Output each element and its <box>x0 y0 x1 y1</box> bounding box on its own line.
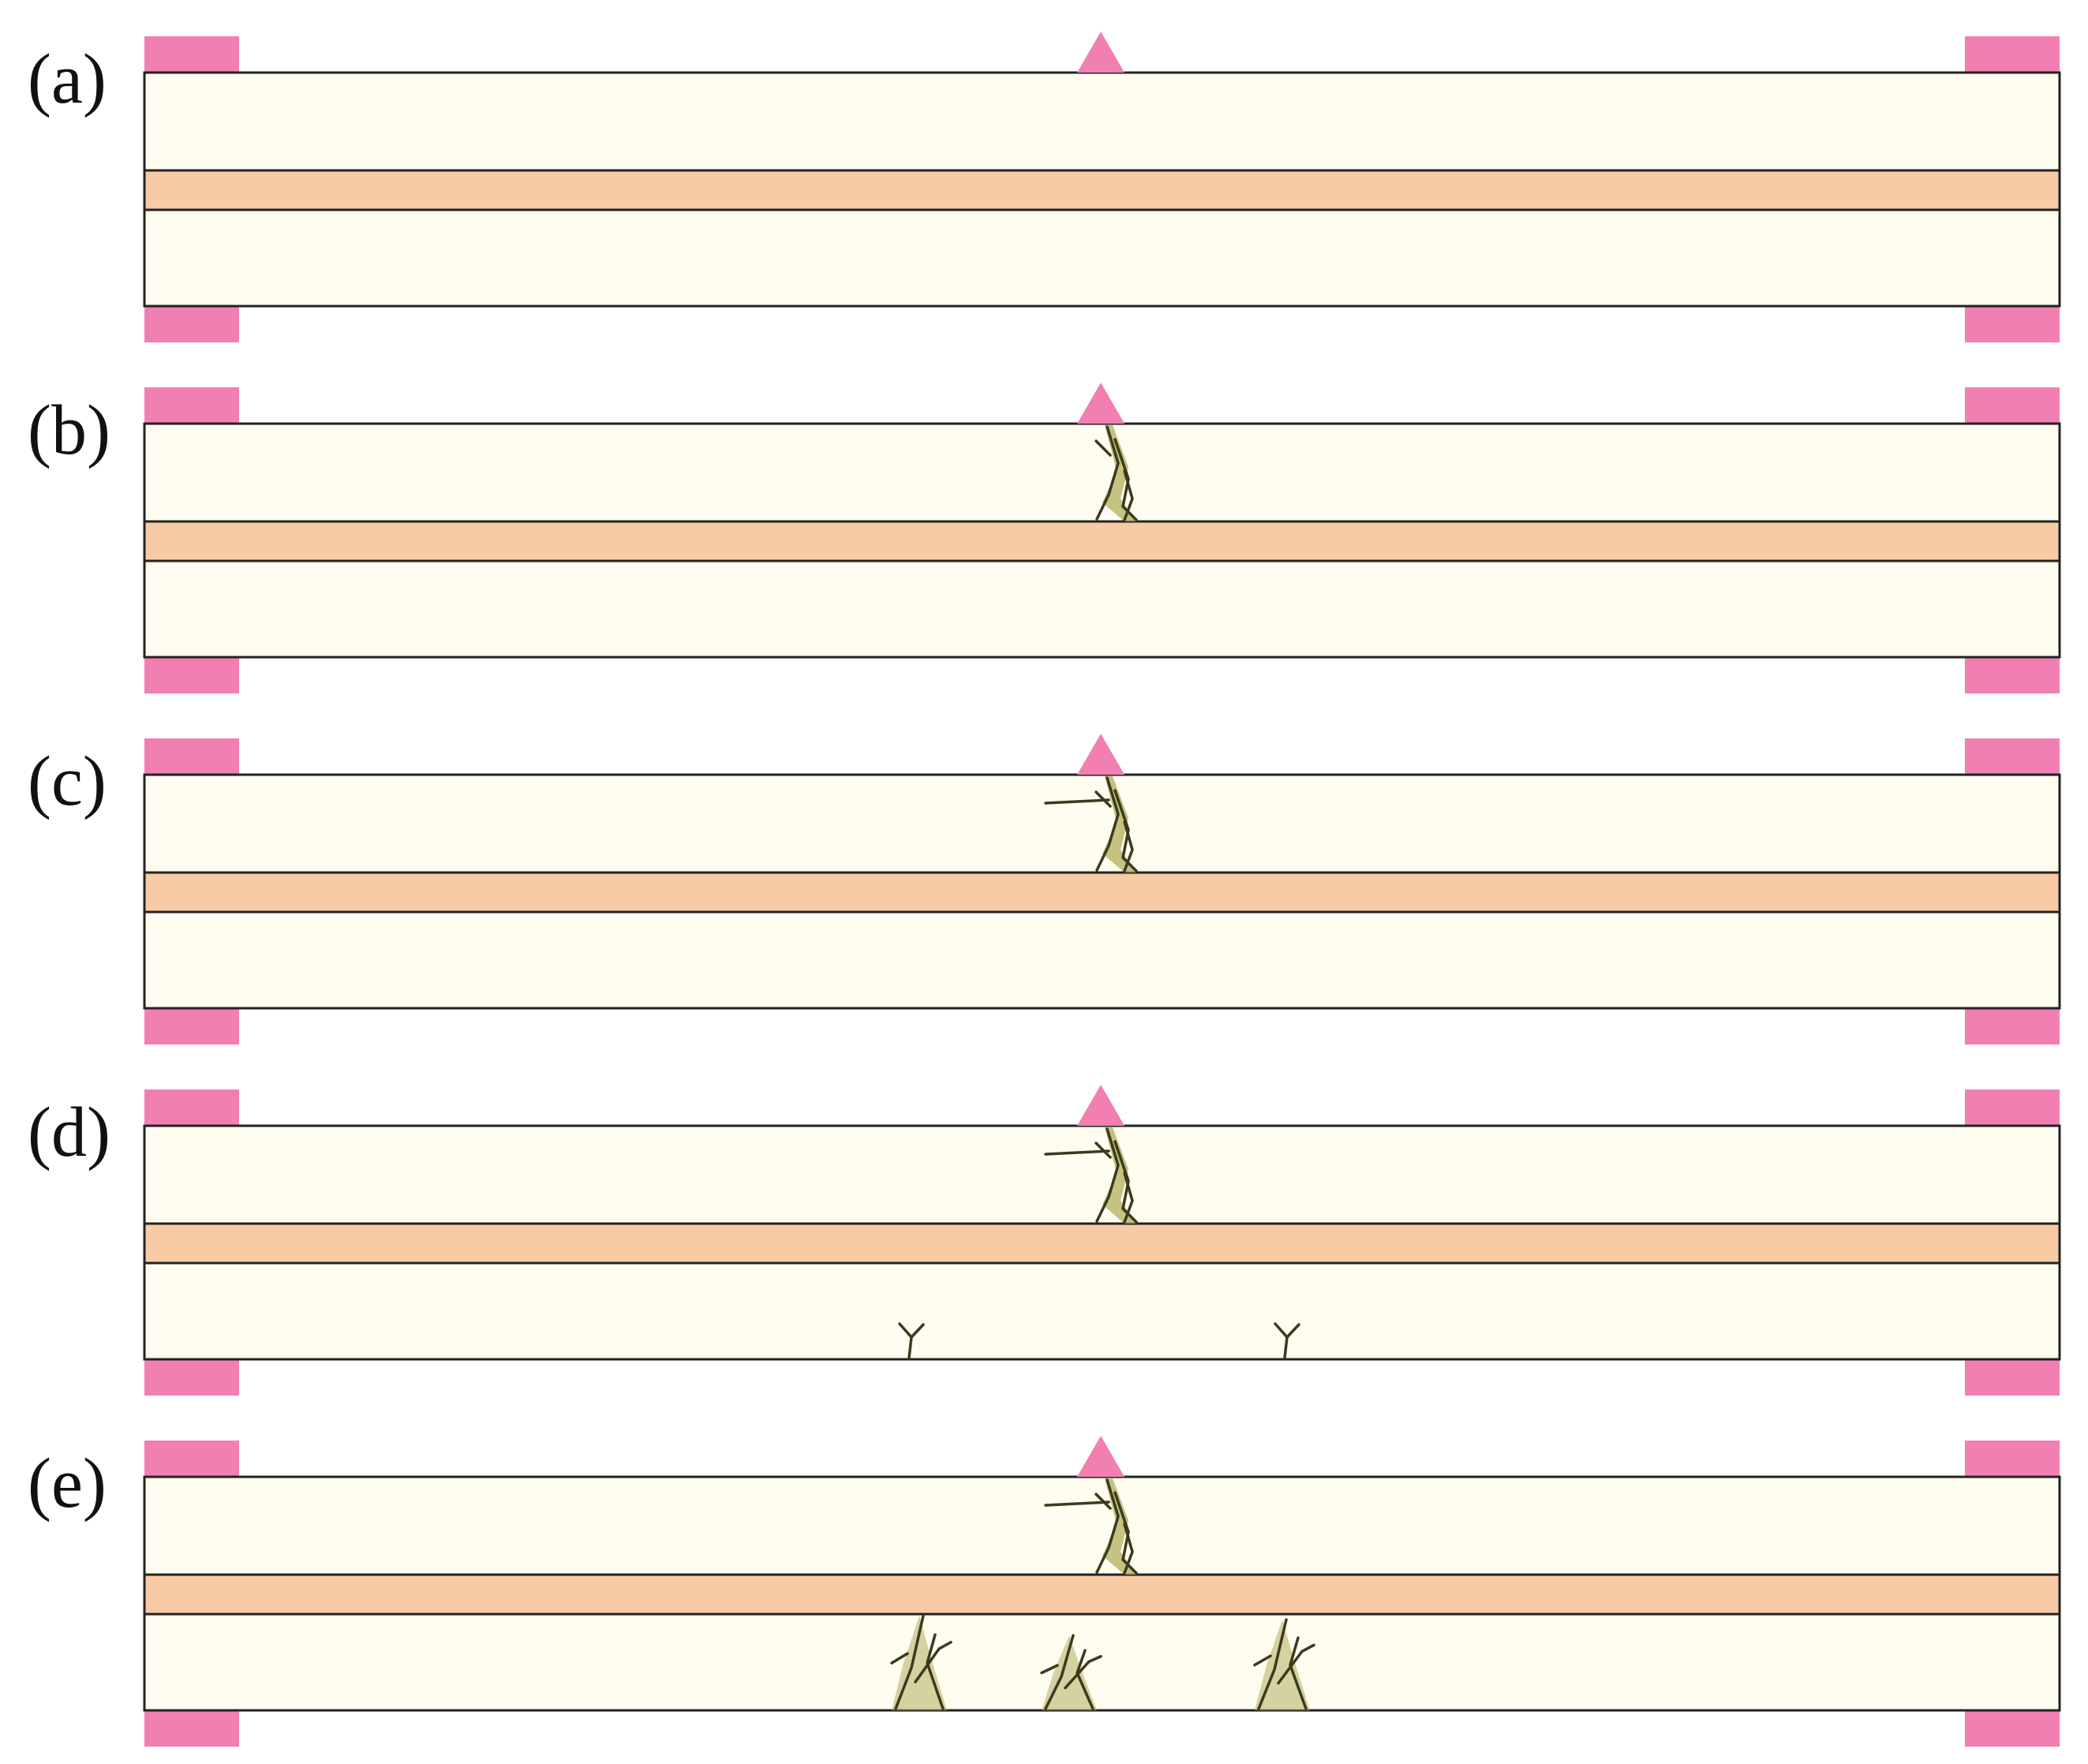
panel-label: (c) <box>28 742 107 820</box>
support-bottom-right <box>1965 306 2060 342</box>
crack-line-bottom-3 <box>890 1652 909 1665</box>
support-top-left <box>144 738 239 775</box>
crack-bottom-small-branch <box>910 1323 925 1339</box>
support-top-right <box>1965 1089 2060 1126</box>
support-bottom-right <box>1965 1359 2060 1396</box>
panel-label: (a) <box>28 40 107 118</box>
support-bottom-right <box>1965 657 2060 693</box>
crack-line-top-3 <box>1123 820 1134 873</box>
crack-branch-top <box>1044 1149 1110 1156</box>
load-point-icon <box>1077 734 1124 775</box>
panel-label: (d) <box>28 1093 110 1172</box>
panel-a: (a) <box>28 32 2061 342</box>
core-layer <box>143 1222 2061 1265</box>
panel-d: (d) <box>28 1085 2061 1396</box>
crack-line-top-0 <box>1095 425 1120 521</box>
support-top-right <box>1965 1441 2060 1477</box>
support-top-right <box>1965 738 2060 775</box>
core-layer <box>143 169 2061 211</box>
crack-bottom-small-branch <box>1285 1323 1300 1339</box>
core-layer <box>143 520 2061 562</box>
support-top-left <box>144 1089 239 1126</box>
panel-label: (e) <box>28 1444 107 1523</box>
support-top-left <box>144 1441 239 1477</box>
crack-line-bottom-2 <box>1064 1654 1102 1690</box>
crack-zone-top <box>1102 776 1136 873</box>
crack-zone-top <box>1102 1478 1136 1575</box>
crack-line-top-1 <box>1113 438 1138 521</box>
crack-line-top-3 <box>1123 1172 1134 1224</box>
crack-line-top-1 <box>1113 789 1138 873</box>
crack-line-bottom-0 <box>1257 1618 1288 1710</box>
support-top-left <box>144 387 239 424</box>
support-top-right <box>1965 387 2060 424</box>
core-layer <box>143 871 2061 914</box>
crack-line-top-3 <box>1123 1523 1134 1575</box>
crack-branch-top <box>1044 798 1110 805</box>
crack-line-top-1 <box>1113 1140 1138 1224</box>
core-layer <box>143 1573 2061 1616</box>
crack-line-bottom-2 <box>1277 1643 1315 1685</box>
crack-zone-top <box>1102 1127 1136 1224</box>
crack-zone-top <box>1102 425 1136 521</box>
crack-line-top-2 <box>1095 439 1112 457</box>
load-point-icon <box>1077 1085 1124 1126</box>
panel-c: (c) <box>28 734 2061 1045</box>
crack-line-bottom-0 <box>894 1614 925 1710</box>
crack-line-top-0 <box>1095 776 1120 872</box>
crack-line-bottom-2 <box>914 1640 952 1684</box>
crack-line-top-0 <box>1095 1478 1120 1574</box>
support-bottom-left <box>144 1710 239 1747</box>
crack-line-top-0 <box>1095 1127 1120 1223</box>
crack-line-bottom-0 <box>1044 1634 1075 1710</box>
crack-branch-top <box>1044 1501 1110 1507</box>
crack-line-top-1 <box>1113 1491 1138 1575</box>
panel-label: (b) <box>28 391 110 469</box>
load-point-icon <box>1077 32 1124 73</box>
support-bottom-right <box>1965 1008 2060 1045</box>
crack-line-bottom-3 <box>1040 1664 1059 1675</box>
panel-e: (e) <box>28 1436 2061 1747</box>
support-bottom-left <box>144 306 239 342</box>
load-point-icon <box>1077 383 1124 424</box>
support-top-right <box>1965 36 2060 73</box>
support-bottom-left <box>144 1008 239 1045</box>
support-bottom-left <box>144 1359 239 1396</box>
crack-line-top-3 <box>1123 469 1134 521</box>
panel-b: (b) <box>28 383 2061 693</box>
load-point-icon <box>1077 1436 1124 1477</box>
support-bottom-left <box>144 657 239 693</box>
support-bottom-right <box>1965 1710 2060 1747</box>
support-top-left <box>144 36 239 73</box>
crack-line-bottom-3 <box>1253 1654 1272 1667</box>
